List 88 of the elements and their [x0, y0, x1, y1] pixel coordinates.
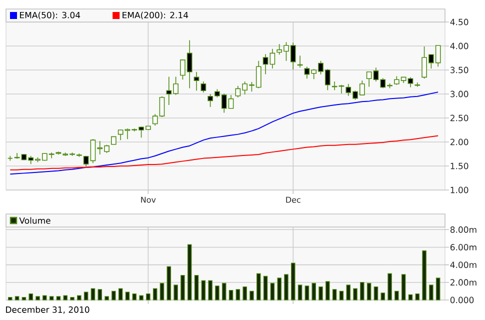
bar — [228, 290, 234, 300]
bar — [236, 289, 240, 300]
bar — [42, 295, 47, 300]
bar — [318, 286, 323, 300]
y-tick-label: 4.00 — [450, 42, 468, 50]
y-tick-label: 0.000 — [450, 296, 474, 304]
bar — [263, 276, 268, 300]
bar — [63, 295, 68, 300]
bar — [201, 280, 206, 300]
bar — [49, 296, 54, 300]
bar — [104, 296, 109, 300]
bar — [242, 286, 247, 300]
text: December 31, 2010 — [6, 306, 90, 314]
y-tick-label: 1.50 — [450, 162, 468, 170]
bar — [125, 292, 130, 300]
bar — [380, 292, 386, 300]
bar — [290, 262, 296, 300]
bar — [339, 290, 344, 300]
bar — [277, 278, 282, 300]
legend-label: EMA(50): 3.04 — [20, 12, 80, 20]
y-tick-label: 3.50 — [450, 66, 468, 74]
bar — [112, 290, 116, 300]
bar — [208, 280, 212, 300]
bar — [174, 284, 178, 300]
bar — [388, 273, 392, 300]
bar — [84, 292, 88, 300]
bar — [180, 275, 185, 300]
bar — [194, 275, 199, 300]
bar — [187, 244, 192, 300]
candlestick — [366, 72, 372, 88]
bar — [360, 282, 364, 300]
legend-label: EMA(200): 2.14 — [122, 12, 188, 20]
y-tick-label: 8.00m — [450, 226, 476, 233]
y-tick-label: 2.00 — [450, 138, 468, 146]
candlestick — [7, 156, 13, 162]
y-tick-label: 2.50 — [450, 114, 468, 122]
bar — [222, 282, 226, 300]
bar — [332, 289, 337, 300]
bar — [374, 286, 378, 300]
candlestick — [270, 48, 276, 69]
bar — [422, 250, 426, 300]
bar — [298, 284, 302, 300]
bar — [132, 293, 137, 300]
bar — [284, 274, 288, 300]
bar — [353, 288, 358, 300]
legend-label: Volume — [19, 217, 50, 224]
bar — [166, 266, 172, 300]
bar — [22, 296, 26, 300]
y-tick-label: 1.00 — [450, 186, 468, 194]
bar — [429, 284, 434, 300]
bar — [270, 282, 275, 300]
bar — [366, 282, 372, 300]
bar — [326, 281, 330, 300]
bar — [14, 296, 20, 300]
bar — [250, 290, 254, 300]
x-tick-label: Dec — [286, 196, 300, 203]
y-tick-label: 3.00 — [450, 90, 468, 98]
bar — [56, 296, 61, 300]
bar — [8, 296, 12, 300]
bar — [70, 296, 74, 300]
bar — [152, 288, 158, 300]
candlestick — [194, 72, 200, 92]
candlestick — [262, 54, 268, 75]
bar — [346, 284, 351, 300]
bar — [415, 293, 420, 300]
bar — [408, 294, 413, 300]
y-tick-label: 4.00m — [450, 262, 476, 268]
bar — [90, 288, 96, 300]
bar — [28, 293, 34, 300]
bar — [304, 286, 310, 300]
bar — [160, 282, 164, 300]
y-tick-label: 4.50 — [450, 18, 468, 26]
bar — [139, 295, 144, 300]
bar — [436, 278, 440, 300]
bar — [118, 288, 123, 300]
bar — [77, 295, 82, 300]
bar — [256, 273, 261, 300]
y-tick-label: 6.00m — [450, 244, 476, 250]
bar — [36, 296, 40, 300]
candlestick — [200, 81, 206, 93]
bar — [98, 289, 102, 300]
bar — [401, 274, 406, 300]
bar — [312, 282, 316, 300]
bar — [215, 286, 220, 300]
bar — [394, 290, 399, 300]
bar — [146, 293, 150, 300]
y-tick-label: 2.00m — [450, 279, 476, 286]
x-tick-label: Nov — [141, 196, 156, 203]
